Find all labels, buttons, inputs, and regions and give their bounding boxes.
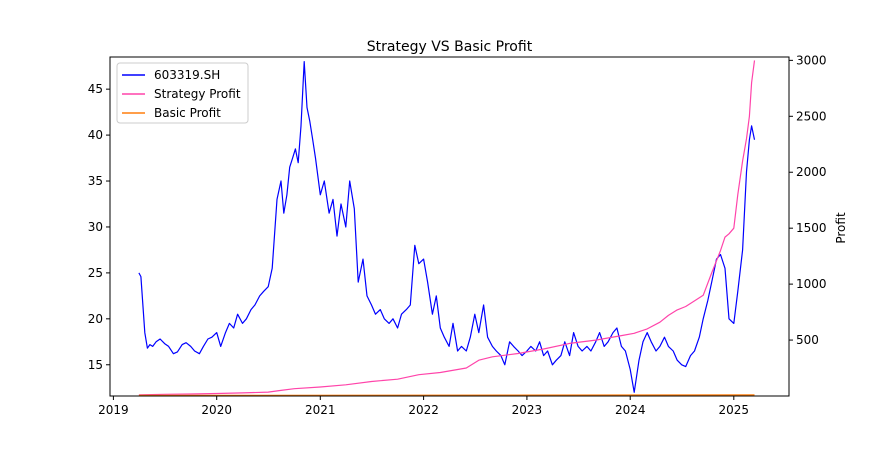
x-tick-label: 2022	[408, 403, 439, 417]
x-tick-label: 2023	[512, 403, 543, 417]
chart-title: Strategy VS Basic Profit	[367, 39, 533, 55]
x-tick-label: 2021	[305, 403, 336, 417]
y-tick-label: 35	[88, 174, 103, 188]
x-axis: 2019 2020 2021 2022 2023 2024 2025	[98, 396, 749, 417]
y2-tick-label: 1000	[796, 277, 827, 291]
legend-label-1: 603319.SH	[154, 68, 220, 82]
legend-label-2: Strategy Profit	[154, 87, 241, 101]
x-tick-label: 2020	[201, 403, 232, 417]
y2-tick-label: 1500	[796, 221, 827, 235]
y-tick-label: 45	[88, 82, 103, 96]
series-layer	[138, 60, 756, 396]
y2-tick-label: 2500	[796, 109, 827, 123]
y2-tick-label: 3000	[796, 53, 827, 67]
x-tick-label: 2025	[719, 403, 750, 417]
y-axis-right: 500 1000 1500 2000 2500 3000	[789, 53, 827, 347]
series-line-2	[138, 60, 756, 396]
x-tick-label: 2024	[615, 403, 646, 417]
y2-tick-label: 500	[796, 333, 819, 347]
legend-label-3: Basic Profit	[154, 106, 221, 120]
legend-box	[116, 62, 249, 124]
series-line-1	[138, 60, 756, 393]
y-tick-label: 15	[88, 358, 103, 372]
y-tick-label: 30	[88, 220, 103, 234]
y-tick-label: 20	[88, 312, 103, 326]
y2-axis-label: Profit	[834, 212, 848, 244]
legend: 603319.SH Strategy Profit Basic Profit	[116, 62, 249, 124]
y2-tick-label: 2000	[796, 165, 827, 179]
x-tick-label: 2019	[98, 403, 129, 417]
y-axis-left: 15 20 25 30 35 40 45	[88, 82, 110, 372]
y-tick-label: 25	[88, 266, 103, 280]
y-tick-label: 40	[88, 128, 103, 142]
series-line-3	[138, 394, 755, 396]
